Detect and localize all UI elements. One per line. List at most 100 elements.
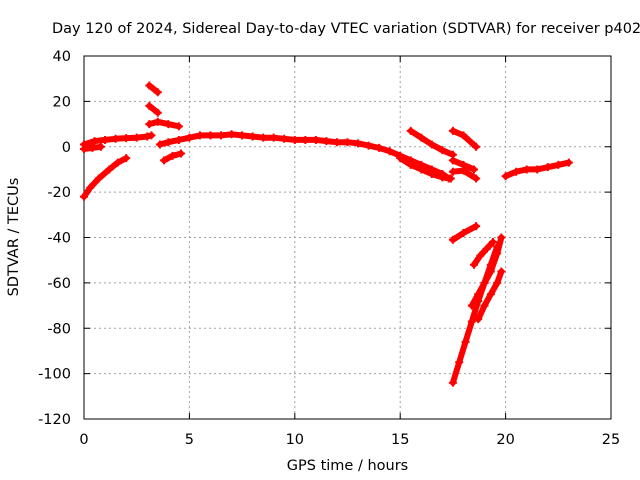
y-tick-label: -40 — [47, 231, 71, 247]
data-point — [486, 267, 495, 276]
data-point — [448, 378, 457, 387]
data-point — [364, 141, 373, 150]
data-point — [480, 278, 489, 287]
data-point — [469, 260, 478, 269]
data-point — [522, 165, 531, 174]
data-point — [467, 301, 476, 310]
data-point — [160, 156, 169, 165]
series-arc-f — [145, 117, 183, 131]
x-tick-label: 10 — [286, 432, 304, 448]
data-point — [385, 147, 394, 156]
series-arc-b — [80, 154, 131, 201]
data-point — [472, 174, 481, 183]
series-arc-q — [469, 238, 497, 269]
data-point — [493, 278, 502, 287]
data-point — [501, 172, 510, 181]
y-tick-label: -60 — [47, 276, 71, 292]
data-point — [290, 135, 299, 144]
data-point — [96, 142, 105, 151]
data-point — [90, 137, 99, 146]
data-point — [482, 244, 491, 253]
x-tick-label: 20 — [496, 432, 514, 448]
data-point — [147, 131, 156, 140]
chart-title: Day 120 of 2024, Sidereal Day-to-day VTE… — [52, 21, 640, 37]
data-point — [164, 120, 173, 129]
data-point — [474, 290, 483, 299]
data-point — [238, 131, 247, 140]
series-trace — [146, 118, 182, 130]
data-point — [86, 183, 95, 192]
data-point — [396, 154, 405, 163]
y-tick-label: -120 — [38, 412, 71, 428]
series-arc-n — [448, 222, 481, 244]
series-arc-s — [501, 158, 573, 181]
data-point — [448, 126, 457, 135]
series-arc-m — [448, 166, 481, 183]
y-tick-label: -80 — [47, 321, 71, 337]
series-trace — [146, 82, 161, 96]
data-point — [94, 174, 103, 183]
plot-frame — [83, 55, 612, 420]
data-point — [438, 146, 447, 155]
data-point — [472, 142, 481, 151]
data-point — [248, 132, 257, 141]
data-point — [427, 140, 436, 149]
data-point — [122, 154, 131, 163]
x-tick-label: 15 — [391, 432, 409, 448]
data-point — [153, 88, 162, 97]
series-arc-i — [396, 154, 455, 183]
data-point — [497, 233, 506, 242]
series-trace — [471, 239, 496, 268]
x-axis-label: GPS time / hours — [287, 458, 408, 474]
data-point — [472, 222, 481, 231]
data-point — [406, 160, 415, 169]
y-tick-label: 40 — [53, 49, 71, 65]
data-point — [455, 358, 464, 367]
series-arc-g — [155, 130, 453, 183]
data-point — [217, 131, 226, 140]
data-point — [301, 135, 310, 144]
data-point — [168, 151, 177, 160]
data-point — [80, 192, 88, 201]
data-point — [480, 301, 489, 310]
data-point — [446, 174, 455, 183]
x-tick-label: 5 — [185, 432, 194, 448]
data-point — [375, 143, 384, 152]
data-point — [311, 135, 320, 144]
data-point — [448, 235, 457, 244]
data-point — [113, 158, 122, 167]
data-point — [533, 165, 542, 174]
data-point — [174, 122, 183, 131]
data-point — [145, 81, 154, 90]
series-arc-p — [467, 233, 506, 310]
data-point — [153, 108, 162, 117]
data-point — [101, 135, 110, 144]
data-point — [554, 160, 563, 169]
series-arc-c — [80, 142, 105, 154]
data-point — [195, 131, 204, 140]
series-arc-r — [474, 267, 506, 324]
data-point — [543, 163, 552, 172]
data-point — [493, 249, 502, 258]
y-tick-label: 0 — [62, 140, 71, 156]
y-tick-label: 20 — [53, 94, 71, 110]
data-point — [564, 158, 573, 167]
x-tick-label: 25 — [602, 432, 620, 448]
data-point — [461, 337, 470, 346]
data-point — [176, 149, 185, 158]
data-point — [206, 131, 215, 140]
series-arc-e — [145, 101, 162, 117]
series-arc-k — [448, 126, 481, 151]
y-tick-label: -100 — [38, 367, 71, 383]
data-point — [486, 290, 495, 299]
data-point — [174, 135, 183, 144]
data-point — [488, 238, 497, 247]
data-point — [105, 165, 114, 174]
data-point — [406, 126, 415, 135]
data-point — [417, 133, 426, 142]
series-arc-a — [80, 131, 156, 149]
series-arc-h — [160, 149, 185, 165]
tick-layer: 0 5 10 15 20 25 -120 -100 -80 -60 -40 -20 0 20 40 — [38, 49, 620, 448]
data-point — [280, 134, 289, 143]
data-point — [269, 133, 278, 142]
